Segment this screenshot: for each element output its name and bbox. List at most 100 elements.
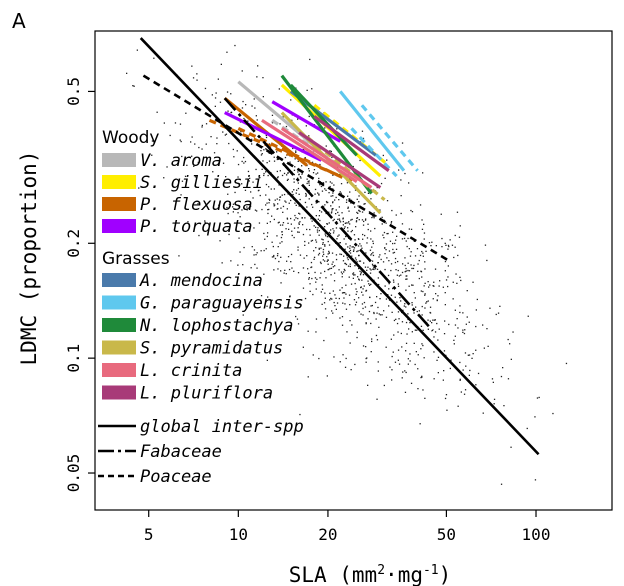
background-point xyxy=(391,209,393,212)
background-point xyxy=(360,286,362,289)
background-point xyxy=(459,225,461,227)
background-point xyxy=(274,199,276,201)
background-point xyxy=(346,331,348,333)
background-point xyxy=(401,142,404,144)
background-point xyxy=(369,272,372,274)
background-point xyxy=(334,305,336,307)
background-point xyxy=(276,208,278,210)
background-point xyxy=(343,255,345,257)
background-point xyxy=(329,292,331,294)
background-point xyxy=(301,173,303,175)
background-point xyxy=(392,242,394,245)
background-point xyxy=(398,275,400,277)
background-point xyxy=(268,208,270,211)
background-point xyxy=(366,242,368,244)
background-point xyxy=(277,203,279,205)
background-point xyxy=(337,235,339,237)
background-point xyxy=(279,123,281,125)
background-point xyxy=(281,231,283,233)
background-point xyxy=(468,321,470,323)
background-point xyxy=(452,298,454,300)
background-point xyxy=(367,318,369,320)
background-point xyxy=(328,250,330,253)
background-point xyxy=(397,260,399,263)
background-point xyxy=(345,357,347,360)
background-point xyxy=(268,202,270,204)
background-point xyxy=(333,184,335,186)
background-point xyxy=(260,295,263,297)
background-point xyxy=(459,276,461,278)
background-point xyxy=(227,193,229,195)
background-point xyxy=(281,174,284,177)
background-point xyxy=(217,78,219,80)
background-point xyxy=(288,268,291,271)
background-point xyxy=(482,412,484,414)
background-point xyxy=(344,248,346,250)
background-point xyxy=(304,297,307,300)
background-point xyxy=(399,297,401,299)
background-point xyxy=(380,293,382,295)
background-point xyxy=(424,261,426,263)
background-point xyxy=(414,255,417,257)
y-tick-label: 0.2 xyxy=(64,229,83,258)
background-point xyxy=(404,370,406,372)
background-point xyxy=(222,162,225,164)
background-point xyxy=(415,351,417,353)
background-point xyxy=(297,187,300,190)
background-point xyxy=(242,100,244,103)
background-point xyxy=(390,221,393,223)
background-point xyxy=(414,363,416,366)
background-point xyxy=(332,202,334,204)
background-point xyxy=(421,343,423,345)
background-point xyxy=(385,222,387,224)
background-point xyxy=(294,166,296,168)
background-point xyxy=(374,268,377,270)
background-point xyxy=(464,352,467,354)
background-point xyxy=(414,297,416,299)
legend-swatch xyxy=(102,363,136,377)
background-point xyxy=(467,354,469,356)
background-point xyxy=(264,238,266,240)
background-point xyxy=(405,342,408,344)
background-point xyxy=(254,107,256,109)
background-point xyxy=(256,119,258,121)
background-point xyxy=(297,246,299,248)
background-point xyxy=(397,269,399,272)
fit-line xyxy=(139,37,540,456)
background-point xyxy=(375,318,377,320)
background-point xyxy=(352,273,354,275)
y-tick-label: 0.5 xyxy=(64,77,83,106)
y-axis-ticks: 0.05 0.1 0.2 0.5 xyxy=(64,77,95,492)
background-point xyxy=(138,187,140,189)
background-point xyxy=(429,312,432,314)
background-point xyxy=(324,260,326,262)
background-point xyxy=(276,235,278,237)
background-point xyxy=(416,310,418,313)
background-point xyxy=(348,178,351,180)
background-point xyxy=(359,274,362,276)
background-point xyxy=(259,194,261,197)
background-point xyxy=(454,324,457,326)
background-point xyxy=(196,79,198,81)
background-point xyxy=(204,220,206,222)
background-point xyxy=(290,253,293,256)
species-line xyxy=(350,127,398,178)
background-point xyxy=(225,133,228,135)
background-point xyxy=(243,156,245,159)
background-point xyxy=(233,156,235,158)
background-point xyxy=(310,218,312,220)
background-point xyxy=(437,356,440,358)
background-point xyxy=(345,201,348,203)
background-point xyxy=(273,256,275,258)
background-point xyxy=(327,259,329,261)
background-point xyxy=(318,193,320,195)
background-point xyxy=(407,237,409,240)
species-line xyxy=(280,74,373,195)
background-point xyxy=(391,379,393,381)
background-point xyxy=(191,65,193,67)
background-point xyxy=(285,125,288,128)
background-point xyxy=(354,189,357,191)
background-point xyxy=(352,246,354,248)
background-point xyxy=(462,331,464,333)
